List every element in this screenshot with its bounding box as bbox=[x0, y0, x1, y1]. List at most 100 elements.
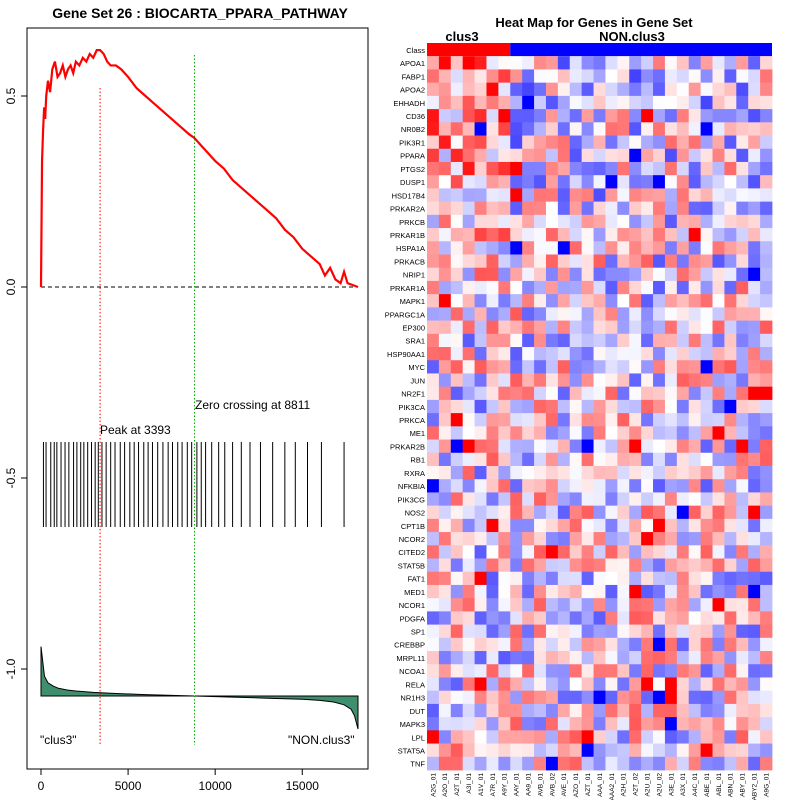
heatmap-cell bbox=[427, 373, 440, 388]
heatmap-cell bbox=[522, 611, 535, 625]
heatmap-cell bbox=[617, 558, 630, 573]
heatmap-cell bbox=[581, 333, 594, 348]
heatmap-cell bbox=[712, 109, 725, 123]
heatmap-cell bbox=[522, 598, 535, 612]
heatmap-cell bbox=[712, 161, 725, 176]
heatmap-cell bbox=[700, 518, 713, 533]
heatmap-cell bbox=[700, 584, 713, 599]
heatmap-cell bbox=[569, 598, 583, 612]
heatmap-cell bbox=[581, 307, 594, 321]
heatmap-cell bbox=[617, 399, 630, 414]
heatmap-cell bbox=[486, 360, 499, 374]
heatmap-cell bbox=[676, 56, 690, 70]
heatmap-cell bbox=[557, 505, 571, 520]
row-label: APOA1 bbox=[400, 59, 425, 68]
heatmap-cell bbox=[688, 109, 702, 123]
heatmap-cell bbox=[736, 637, 749, 652]
heatmap-cell bbox=[676, 465, 690, 480]
heatmap-cell bbox=[653, 518, 666, 533]
heatmap-cell bbox=[748, 399, 761, 414]
heatmap-cell bbox=[427, 399, 440, 414]
heatmap-cell bbox=[653, 135, 666, 150]
heatmap-cell bbox=[474, 161, 487, 176]
metric-area bbox=[40, 646, 359, 730]
heatmap-cell bbox=[450, 161, 464, 176]
heatmap-cell bbox=[557, 214, 571, 229]
heatmap-cell bbox=[700, 743, 713, 758]
heatmap-cell bbox=[641, 651, 654, 665]
heatmap-cell bbox=[522, 703, 535, 718]
heatmap-cell bbox=[545, 624, 559, 639]
heatmap-cell bbox=[593, 479, 606, 493]
heatmap-cell bbox=[486, 188, 499, 203]
heatmap-cell bbox=[462, 373, 475, 388]
row-label: HSD17B4 bbox=[392, 191, 425, 200]
heatmap-cell bbox=[486, 294, 499, 308]
heatmap-cell bbox=[534, 228, 547, 242]
heatmap-cell bbox=[736, 426, 749, 440]
heatmap-cell bbox=[438, 584, 452, 599]
heatmap-cell bbox=[724, 571, 737, 586]
heatmap-cell bbox=[474, 426, 487, 440]
heatmap-cell bbox=[641, 320, 654, 335]
heatmap-cell bbox=[427, 518, 440, 533]
heatmap-cell bbox=[450, 439, 464, 454]
heatmap-cell bbox=[534, 82, 547, 97]
heatmap-cell bbox=[712, 399, 725, 414]
heatmap-cell bbox=[510, 373, 523, 388]
heatmap-cell bbox=[522, 201, 535, 216]
heatmap-cell bbox=[736, 439, 749, 454]
heatmap-cell bbox=[450, 571, 464, 586]
heatmap-cell bbox=[462, 651, 475, 665]
heatmap-cell bbox=[522, 717, 535, 731]
heatmap-cell bbox=[545, 122, 559, 136]
heatmap-cell bbox=[593, 82, 606, 97]
heatmap-cell bbox=[736, 545, 749, 559]
heatmap-cell bbox=[641, 241, 654, 255]
heatmap-cell bbox=[438, 148, 452, 163]
heatmap-cell bbox=[581, 730, 594, 744]
heatmap-cell bbox=[712, 360, 725, 374]
heatmap-cell bbox=[486, 465, 499, 480]
heatmap-cell bbox=[593, 598, 606, 612]
heatmap-cell bbox=[534, 241, 547, 255]
heatmap-cell bbox=[629, 373, 642, 388]
heatmap-cell bbox=[427, 465, 440, 480]
heatmap-cell bbox=[557, 598, 571, 612]
heatmap-cell bbox=[569, 545, 583, 559]
heatmap-cell bbox=[712, 214, 725, 229]
row-label: STAT5B bbox=[398, 561, 425, 570]
heatmap-cell bbox=[581, 241, 594, 255]
heatmap-cell bbox=[748, 161, 761, 176]
heatmap-cell bbox=[605, 505, 618, 520]
heatmap-cell bbox=[545, 161, 559, 176]
heatmap-cell bbox=[629, 584, 642, 599]
column-label: A2U_01 bbox=[644, 773, 651, 797]
heatmap-cell bbox=[676, 69, 690, 84]
heatmap-cell bbox=[760, 135, 773, 150]
heatmap-cell bbox=[700, 532, 713, 546]
heatmap-cell bbox=[462, 214, 475, 229]
heatmap-cell bbox=[427, 347, 440, 361]
heatmap-cell bbox=[688, 333, 702, 348]
heatmap-cell bbox=[653, 333, 666, 348]
heatmap-cell bbox=[700, 56, 713, 70]
heatmap-cell bbox=[605, 201, 618, 216]
heatmap-cell bbox=[522, 135, 535, 150]
heatmap-cell bbox=[534, 109, 547, 123]
heatmap-cell bbox=[700, 360, 713, 374]
heatmap-cell bbox=[534, 518, 547, 533]
heatmap-cell bbox=[712, 320, 725, 335]
heatmap-cell bbox=[593, 109, 606, 123]
heatmap-cell bbox=[569, 756, 583, 771]
heatmap-cell bbox=[641, 135, 654, 150]
heatmap-cell bbox=[462, 743, 475, 758]
heatmap-cell bbox=[498, 492, 511, 507]
heatmap-cell bbox=[534, 637, 547, 652]
heatmap-cell bbox=[736, 756, 749, 771]
heatmap-cell bbox=[629, 651, 642, 665]
heatmap-cell bbox=[617, 214, 630, 229]
heatmap-cell bbox=[700, 690, 713, 705]
heatmap-cell bbox=[748, 545, 761, 559]
sample-column-labels: A2G_01 A2O_01 A2T_01 A3I_01 A1V_01 A7R_01 A9Y_… bbox=[430, 773, 770, 800]
